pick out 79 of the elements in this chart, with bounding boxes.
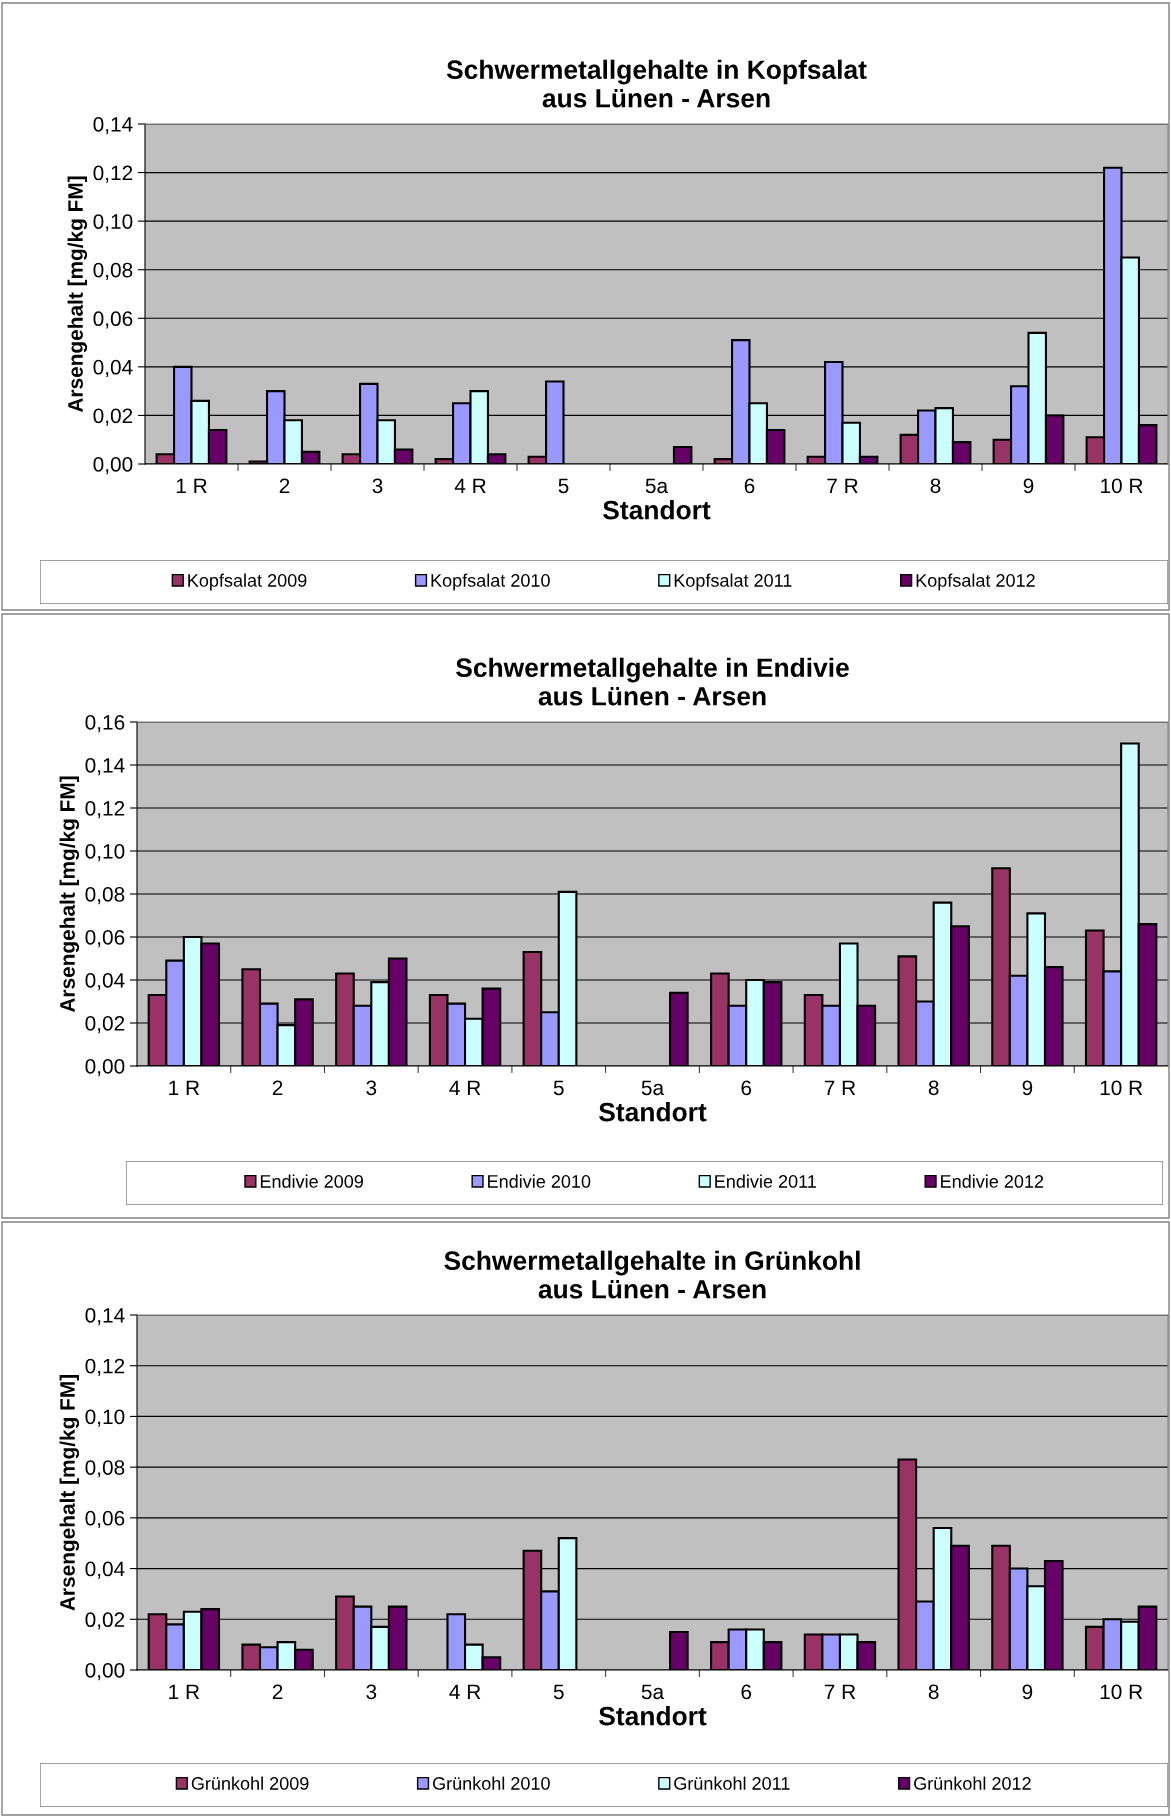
legend-label: Grünkohl 2012 [914,1776,1031,1790]
x-tick-label: 1 R [169,1080,200,1095]
x-tick-label: 8 [928,1684,939,1700]
x-tick-label: 5a [641,1684,665,1700]
legend-label: Kopfsalat 2011 [674,573,792,591]
x-tick-label: 9 [1022,1684,1033,1700]
y-axis-title: Arsengehalt [mg/kg FM] [67,176,88,413]
x-tick-label: 10 R [1101,478,1143,494]
x-tick-label: 8 [930,478,941,494]
x-tick-label: 5 [553,1080,564,1096]
y-tick-label: 0,14 [85,758,125,776]
x-tick-label: 9 [1023,478,1034,494]
y-tick-label: 0,02 [93,408,133,426]
y-tick-label: 0,02 [85,1612,125,1630]
legend-label: Endivie 2011 [715,1174,816,1188]
x-tick-label: 8 [928,1080,939,1096]
legend-label: Kopfsalat 2010 [431,573,550,591]
x-tick-label: 10 R [1100,1684,1143,1700]
x-tick-label: 3 [366,1080,377,1096]
y-tick-label: 0,10 [93,214,133,232]
x-tick-label: 1 R [176,478,207,493]
x-tick-label: 6 [741,1080,752,1096]
legend-label: Endivie 2009 [260,1174,363,1188]
y-tick-label: 0,10 [85,844,125,862]
legend-label: Kopfsalat 2012 [916,573,1035,591]
x-tick-label: 7 R [827,478,858,493]
y-tick-label: 0,06 [93,311,133,329]
y-tick-label: 0,14 [85,1308,125,1326]
y-tick-label: 0,02 [85,1016,125,1034]
legend-label: Grünkohl 2011 [674,1776,790,1790]
x-tick-label: 4 R [454,478,486,493]
x-tick-label: 7 R [824,1684,856,1699]
y-tick-label: 0,06 [85,1510,125,1529]
y-tick-label: 0,08 [93,262,133,280]
x-tick-label: 5a [641,1080,665,1096]
y-tick-label: 0,14 [93,117,133,135]
legend-label: Endivie 2010 [488,1174,591,1188]
x-tick-label: 5a [645,478,669,494]
x-axis-title: Standort [603,500,711,520]
x-tick-label: 1 R [169,1684,200,1699]
y-tick-label: 0,06 [85,930,125,948]
legend-label: Grünkohl 2009 [191,1776,309,1790]
y-tick-label: 0,08 [85,1460,125,1478]
x-tick-label: 9 [1022,1080,1033,1096]
y-tick-label: 0,00 [93,457,133,475]
y-tick-label: 0,04 [93,359,133,378]
y-axis-title: Arsengehalt [mg/kg FM] [59,776,80,1013]
x-tick-label: 6 [741,1684,752,1700]
y-tick-label: 0,00 [85,1663,125,1681]
y-tick-label: 0,10 [85,1409,125,1427]
x-tick-label: 6 [744,478,755,494]
y-axis-title: Arsengehalt [mg/kg FM] [59,1375,80,1611]
chart-title: Schwermetallgehalte in Grünkohl aus Lünen - Arsen [444,1250,860,1299]
y-tick-label: 0,12 [85,801,125,819]
y-tick-label: 0,00 [85,1059,125,1077]
y-tick-label: 0,12 [93,165,133,183]
x-tick-label: 7 R [824,1080,856,1095]
chart-title: Schwermetallgehalte in Kopfsalat aus Lünen - Arsen [446,59,867,108]
x-tick-label: 4 R [449,1080,481,1095]
chart-title: Schwermetallgehalte in Endivie aus Lünen - Arsen [456,657,849,706]
x-tick-label: 2 [272,1684,283,1699]
x-tick-label: 2 [279,478,290,493]
x-tick-label: 3 [372,478,383,494]
legend-label: Endivie 2012 [941,1174,1044,1188]
x-axis-title: Standort [599,1102,707,1122]
x-tick-label: 2 [272,1080,283,1095]
x-tick-label: 3 [366,1684,377,1700]
legend-label: Grünkohl 2010 [432,1776,550,1790]
y-tick-label: 0,04 [85,973,125,991]
y-tick-label: 0,04 [85,1561,125,1579]
x-tick-label: 10 R [1100,1080,1143,1096]
y-tick-label: 0,12 [85,1358,125,1376]
legend-label: Kopfsalat 2009 [188,573,307,591]
y-tick-label: 0,08 [85,887,125,905]
x-axis-title: Standort [599,1706,707,1726]
x-tick-label: 5 [553,1684,564,1700]
x-tick-label: 5 [558,478,569,494]
x-tick-label: 4 R [449,1684,481,1699]
y-tick-label: 0,16 [85,715,125,733]
